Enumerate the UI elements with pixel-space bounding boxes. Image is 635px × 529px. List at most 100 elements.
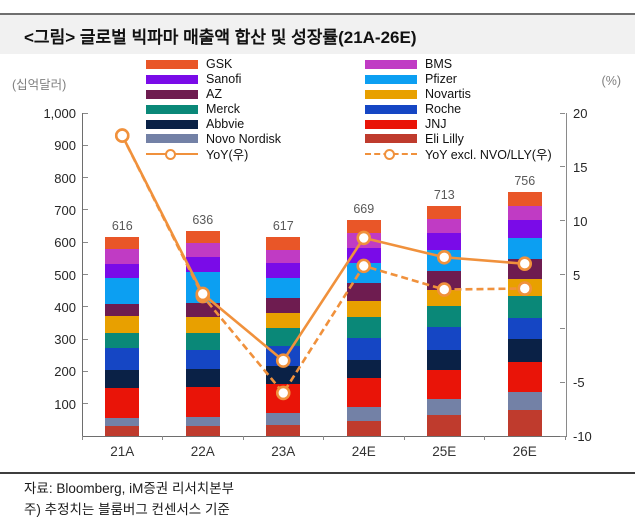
bar-segment-sanofi [105, 263, 140, 279]
legend-item-yoy: YoY(우) [146, 146, 365, 163]
bar-segment-novo-nordisk [185, 417, 220, 426]
legend-item-pfizer: Pfizer [365, 72, 552, 87]
right-axis-tick [560, 435, 565, 437]
left-axis-tick-label: 500 [54, 267, 76, 283]
bar-segment-az [346, 283, 381, 301]
legend-item-yoy-excl-nvo-lly: YoY excl. NVO/LLY(우) [365, 146, 552, 162]
legend-swatch-merck [146, 104, 198, 114]
right-axis-tick-label: -5 [573, 375, 585, 391]
footer: 자료: Bloomberg, iM증권 리서치본부 주) 추정치는 블룸버그 컨… [24, 478, 234, 520]
bar-segment-az [105, 303, 140, 316]
x-axis-label: 21A [110, 444, 135, 459]
x-axis-tick [81, 436, 83, 440]
solid-line-sample [146, 148, 198, 160]
legend-label: Novartis [425, 87, 471, 102]
legend-swatch-pfizer [365, 74, 417, 84]
bar-segment-novartis [427, 290, 462, 306]
bar-segment-roche [185, 350, 220, 370]
right-axis-tick [560, 166, 565, 168]
bar-segment-gsk [266, 236, 301, 250]
bar-total-label: 669 [353, 201, 375, 216]
right-axis-unit: (%) [601, 74, 621, 88]
chart-legend: GSK Sanofi AZ Merck Abbvie Novo Nordisk YoY(우)… [146, 57, 552, 163]
line-marker [517, 281, 533, 296]
x-axis-tick [242, 436, 244, 440]
dashed-line-sample [365, 148, 417, 160]
legend-item-jnj: JNJ [365, 117, 552, 132]
legend-item-bms: BMS [365, 57, 552, 72]
bar-segment-merck [105, 332, 140, 348]
bar-segment-jnj [105, 388, 140, 419]
right-axis-tick [560, 327, 565, 329]
bar-total-label: 636 [192, 212, 214, 227]
x-axis-tick [323, 436, 324, 440]
legend-swatch-roche [365, 104, 417, 114]
legend-label: YoY(우) [206, 148, 249, 163]
line-marker [356, 258, 372, 274]
legend-swatch-jnj [365, 119, 417, 129]
bar-segment-bms [427, 218, 462, 234]
legend-column-right: BMS Pfizer Novartis Roche JNJ Eli Lilly YoY ex… [365, 57, 552, 162]
legend-label: Novo Nordisk [206, 131, 282, 146]
legend-label: AZ [206, 87, 222, 102]
left-axis-unit: (십억달러) [12, 78, 67, 92]
legend-label: Abbvie [206, 117, 245, 131]
legend-swatch-abbvie [146, 119, 198, 129]
legend-item-eli-lilly: Eli Lilly [365, 131, 552, 146]
legend-swatch-eli-lilly [365, 134, 417, 144]
line-marker [436, 282, 452, 297]
yoy-lines-layer [114, 128, 533, 401]
footer-note: 주) 추정치는 블룸버그 컨센서스 기준 [24, 502, 230, 517]
legend-item-gsk: GSK [146, 57, 365, 72]
right-axis-tick [560, 112, 565, 114]
legend-swatch-bms [365, 59, 417, 69]
yoy-line [121, 135, 525, 363]
bar-segment-eli-lilly [185, 425, 220, 436]
left-axis-tick [83, 338, 88, 340]
bar-segment-abbvie [185, 369, 220, 387]
legend-swatch-az [146, 89, 198, 99]
legend-item-novartis: Novartis [365, 87, 552, 102]
bar-segment-jnj [346, 377, 381, 407]
bar-segment-eli-lilly [507, 410, 542, 436]
x-axis-tick [484, 436, 485, 440]
legend-label: Merck [206, 102, 241, 117]
bar-segment-novo-nordisk [346, 406, 381, 421]
legend-marker-icon [165, 148, 176, 160]
left-axis-tick-label: 1,000 [43, 106, 76, 121]
x-axis-label: 26E [512, 444, 537, 459]
bar-segment-bms [507, 206, 542, 221]
bar-segment-jnj [507, 361, 542, 393]
bar-segment-novartis [266, 312, 301, 328]
legend-item-az: AZ [146, 87, 365, 102]
left-axis-tick-label: 300 [54, 332, 76, 348]
legend-label: BMS [425, 57, 453, 72]
line-marker [195, 286, 211, 302]
bar-segment-abbvie [427, 349, 462, 371]
legend-label: Eli Lilly [425, 131, 464, 146]
line-marker [436, 249, 452, 265]
left-axis-tick [83, 241, 88, 243]
bar-segment-pfizer [507, 238, 542, 259]
legend-item-novo-nordisk: Novo Nordisk [146, 131, 365, 146]
legend-swatch-gsk [146, 59, 198, 69]
left-axis-tick-label: 700 [54, 202, 76, 218]
bar-segment-eli-lilly [266, 424, 301, 436]
bar-total-label: 756 [514, 173, 536, 188]
legend-label: Sanofi [206, 72, 242, 87]
bar-segment-novo-nordisk [266, 413, 301, 425]
left-axis-tick [83, 209, 88, 211]
right-axis-tick-label: 15 [573, 159, 588, 175]
left-axis-tick-label: 100 [54, 396, 76, 412]
bar-segment-novartis [105, 315, 140, 333]
bar-segment-merck [185, 332, 220, 351]
bar-segment-bms [185, 242, 220, 258]
bar-segment-pfizer [266, 277, 301, 299]
bar-segment-gsk [105, 237, 140, 249]
bar-segment-sanofi [427, 233, 462, 250]
line-marker [517, 256, 533, 272]
left-axis-tick [83, 306, 88, 308]
left-axis-tick [83, 112, 88, 114]
legend-column-left: GSK Sanofi AZ Merck Abbvie Novo Nordisk YoY(우) [146, 57, 365, 163]
legend-item-sanofi: Sanofi [146, 72, 365, 87]
